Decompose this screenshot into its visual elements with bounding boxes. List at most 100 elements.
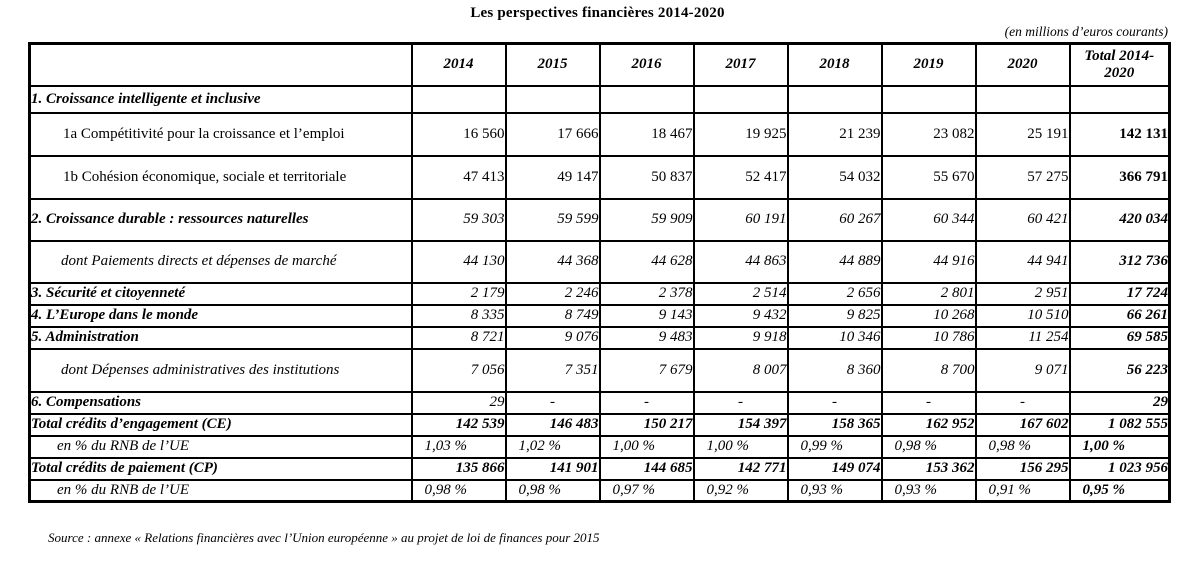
value-cell: -: [880, 390, 977, 415]
value-cell: 60 267: [786, 197, 883, 242]
year-column-header: 2017: [692, 42, 789, 87]
value-cell: 9 918: [692, 325, 789, 350]
value-cell: 142 539: [410, 412, 507, 437]
value-cell: 144 685: [598, 456, 695, 481]
value-cell: 17 666: [504, 111, 601, 157]
value-cell: 8 335: [410, 303, 507, 328]
value-cell: 60 344: [880, 197, 977, 242]
value-cell: 44 863: [692, 239, 789, 284]
total-cell: 366 791: [1068, 154, 1171, 200]
total-cell: 420 034: [1068, 197, 1171, 242]
value-cell: 9 432: [692, 303, 789, 328]
value-cell: 0,92 %: [692, 478, 789, 503]
units-note: (en millions d’euros courants): [1004, 24, 1168, 39]
value-cell: 44 368: [504, 239, 601, 284]
value-cell: 52 417: [692, 154, 789, 200]
year-column-header: 2016: [598, 42, 695, 87]
row-label: Total crédits d’engagement (CE): [28, 412, 413, 437]
value-cell: 153 362: [880, 456, 977, 481]
total-cell: 29: [1068, 390, 1171, 415]
value-cell: -: [786, 390, 883, 415]
table-row: 2. Croissance durable : ressources natur…: [28, 197, 1171, 242]
source-note: Source : annexe « Relations financières …: [48, 530, 600, 545]
value-cell: 2 378: [598, 281, 695, 306]
year-column-header: 2014: [410, 42, 507, 87]
value-cell: 10 268: [880, 303, 977, 328]
total-cell: 69 585: [1068, 325, 1171, 350]
value-cell: -: [504, 390, 601, 415]
value-cell: 18 467: [598, 111, 695, 157]
value-cell: 150 217: [598, 412, 695, 437]
value-cell: 9 071: [974, 347, 1071, 393]
value-cell: 0,91 %: [974, 478, 1071, 503]
total-cell: 312 736: [1068, 239, 1171, 284]
value-cell: 50 837: [598, 154, 695, 200]
table-row: 1. Croissance intelligente et inclusive: [28, 84, 1171, 114]
value-cell: 0,98 %: [880, 434, 977, 459]
value-cell: 156 295: [974, 456, 1071, 481]
value-cell: 47 413: [410, 154, 507, 200]
value-cell: 57 275: [974, 154, 1071, 200]
value-cell: 1,03 %: [410, 434, 507, 459]
value-cell: 142 771: [692, 456, 789, 481]
value-cell: 44 889: [786, 239, 883, 284]
value-cell: [598, 84, 695, 114]
total-cell: 142 131: [1068, 111, 1171, 157]
value-cell: 149 074: [786, 456, 883, 481]
value-cell: 2 514: [692, 281, 789, 306]
value-cell: 1,00 %: [598, 434, 695, 459]
value-cell: 21 239: [786, 111, 883, 157]
value-cell: 0,97 %: [598, 478, 695, 503]
value-cell: [786, 84, 883, 114]
year-column-header: 2015: [504, 42, 601, 87]
value-cell: 10 346: [786, 325, 883, 350]
table-row: Total crédits d’engagement (CE) 142 539 14…: [28, 412, 1171, 437]
value-cell: 59 909: [598, 197, 695, 242]
total-cell: 1 082 555: [1068, 412, 1171, 437]
value-cell: 8 007: [692, 347, 789, 393]
value-cell: 16 560: [410, 111, 507, 157]
value-cell: 0,98 %: [974, 434, 1071, 459]
row-label: en % du RNB de l’UE: [28, 478, 413, 503]
row-label: 6. Compensations: [28, 390, 413, 415]
value-cell: 158 365: [786, 412, 883, 437]
value-cell: -: [974, 390, 1071, 415]
value-cell: 8 360: [786, 347, 883, 393]
value-cell: 44 628: [598, 239, 695, 284]
value-cell: 44 941: [974, 239, 1071, 284]
row-label: 1b Cohésion économique, sociale et terri…: [28, 154, 413, 200]
value-cell: -: [692, 390, 789, 415]
value-cell: 54 032: [786, 154, 883, 200]
row-label: 5. Administration: [28, 325, 413, 350]
row-label: en % du RNB de l’UE: [28, 434, 413, 459]
table-row: Total crédits de paiement (CP) 135 866 141…: [28, 456, 1171, 481]
total-cell: 1,00 %: [1068, 434, 1171, 459]
value-cell: 0,99 %: [786, 434, 883, 459]
table-row: 6. Compensations 29- - - - - -29: [28, 390, 1171, 415]
value-cell: 9 825: [786, 303, 883, 328]
row-label: dont Dépenses administratives des instit…: [28, 347, 413, 393]
value-cell: 1,02 %: [504, 434, 601, 459]
year-column-header: 2020: [974, 42, 1071, 87]
corner-cell: [28, 42, 413, 87]
value-cell: [504, 84, 601, 114]
total-cell: 1 023 956: [1068, 456, 1171, 481]
value-cell: 8 749: [504, 303, 601, 328]
row-label: 3. Sécurité et citoyenneté: [28, 281, 413, 306]
total-cell: 66 261: [1068, 303, 1171, 328]
value-cell: [692, 84, 789, 114]
value-cell: 2 951: [974, 281, 1071, 306]
financial-perspectives-table: 2014 2015 2016 2017 2018 2019 2020 Total 2014-2…: [28, 42, 1171, 503]
value-cell: 2 656: [786, 281, 883, 306]
year-column-header: 2018: [786, 42, 883, 87]
value-cell: 60 191: [692, 197, 789, 242]
row-label: 1a Compétitivité pour la croissance et l…: [28, 111, 413, 157]
row-label: dont Paiements directs et dépenses de ma…: [28, 239, 413, 284]
table-row: dont Dépenses administratives des instit…: [28, 347, 1171, 393]
table-row: 4. L’Europe dans le monde 8 335 8 749 9 143…: [28, 303, 1171, 328]
value-cell: 7 056: [410, 347, 507, 393]
table-row: 1b Cohésion économique, sociale et terri…: [28, 154, 1171, 200]
value-cell: 44 916: [880, 239, 977, 284]
value-cell: 7 351: [504, 347, 601, 393]
